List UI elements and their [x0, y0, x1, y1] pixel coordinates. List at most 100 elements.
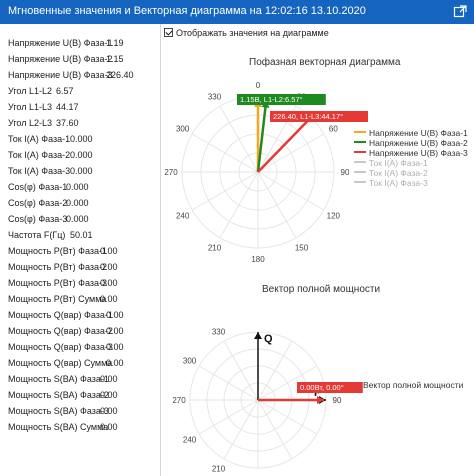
power-value-label-bg: [297, 382, 363, 393]
measurement-label: Мощность S(ВА) Фаза-3: [8, 406, 109, 416]
power-value-label: 0.00Вт, 0.00°: [300, 383, 344, 392]
measurement-row: Мощность Q(вар) Фаза-3 0.00: [8, 342, 124, 352]
measurement-row: Cos(φ) Фаза-1 0.000: [8, 182, 89, 192]
angle-tick-label: 330: [212, 328, 226, 337]
measurement-label: Мощность S(ВА) Фаза-2: [8, 390, 109, 400]
measurement-value: 0.00: [106, 326, 124, 336]
measurement-row: Угол L1-L3 44.17: [8, 102, 79, 112]
legend-label: Ток I(А) Фаза-1: [369, 158, 428, 168]
grid-spoke: [257, 399, 318, 435]
legend-item[interactable]: Напряжение U(В) Фаза-3: [354, 148, 468, 158]
popout-icon[interactable]: [453, 5, 467, 19]
legend-item[interactable]: Ток I(А) Фаза-1: [354, 158, 428, 168]
measurement-row: Напряжение U(В) Фаза-2 1.15: [8, 54, 124, 64]
legend-swatch: [354, 131, 366, 133]
phase2-value-label-bg: [237, 94, 326, 105]
grid-spoke: [223, 340, 259, 401]
measurement-row: Ток I(А) Фаза-2 0.000: [8, 150, 93, 160]
measurement-row: Мощность S(ВА) Сумма 0.00: [8, 422, 118, 432]
window-title: Мгновенные значения и Векторная диаграмм…: [8, 5, 366, 17]
measurement-row: Мощность P(Вт) Фаза-2 0.00: [8, 262, 118, 272]
angle-tick-label: 150: [295, 243, 309, 252]
q-axis-label: Q: [264, 333, 273, 345]
measurement-label: Мощность S(ВА) Фаза-1: [8, 374, 109, 384]
measurement-row: Напряжение U(В) Фаза-3 226.40: [8, 70, 134, 80]
show-values-checkbox-row[interactable]: Отображать значения на диаграмме: [164, 28, 329, 38]
measurement-value: 37.60: [56, 118, 79, 128]
measurement-label: Cos(φ) Фаза-2: [8, 198, 68, 208]
measurement-label: Напряжение U(В) Фаза-1: [8, 38, 113, 48]
panel-divider: [160, 24, 161, 476]
grid-spoke: [257, 399, 293, 460]
measurement-label: Мощность P(Вт) Фаза-3: [8, 278, 107, 288]
measurement-label: Угол L1-L2: [8, 86, 52, 96]
legend-swatch: [354, 181, 366, 183]
legend-item[interactable]: Напряжение U(В) Фаза-2: [354, 138, 468, 148]
angle-tick-label: 240: [176, 212, 190, 221]
legend-swatch: [354, 151, 366, 153]
measurement-value: 1.15: [106, 54, 124, 64]
q-axis-arrow: [254, 332, 262, 400]
measurements-panel: Напряжение U(В) Фаза-1 1.19 Напряжение U(В…: [0, 24, 160, 476]
measurement-label: Ток I(А) Фаза-2: [8, 150, 71, 160]
grid-spoke: [257, 340, 293, 401]
measurement-label: Напряжение U(В) Фаза-3: [8, 70, 113, 80]
phase-diagram-title: Пофазная векторная диаграмма: [249, 57, 401, 68]
measurement-value: 0.00: [106, 342, 124, 352]
legend-label: Вектор полной мощности: [363, 380, 464, 390]
measurement-row: Мощность Q(вар) Фаза-2 0.00: [8, 326, 124, 336]
angle-tick-label: 60: [329, 125, 338, 134]
measurement-row: Cos(φ) Фаза-3 0.000: [8, 214, 89, 224]
legend-swatch: [354, 171, 366, 173]
legend-swatch: [354, 161, 366, 163]
measurement-label: Угол L2-L3: [8, 118, 52, 128]
legend-label: Ток I(А) Фаза-2: [369, 168, 428, 178]
measurement-value: 0.000: [70, 150, 93, 160]
show-values-checkbox[interactable]: [164, 28, 173, 37]
measurement-label: Частота F(Гц): [8, 230, 66, 240]
measurement-value: 0.00: [100, 406, 118, 416]
measurement-value: 1.19: [106, 38, 124, 48]
legend-item[interactable]: Вектор полной мощности: [348, 380, 463, 390]
measurement-row: Частота F(Гц) 50.01: [8, 230, 93, 240]
measurement-label: Мощность Q(вар) Фаза-1: [8, 310, 113, 320]
measurement-label: Угол L1-L3: [8, 102, 52, 112]
measurement-row: Мощность S(ВА) Фаза-1 0.00: [8, 374, 118, 384]
phase3-value-label: 226.40, L1-L3:44.17°: [273, 112, 343, 121]
angle-tick-label: 300: [176, 125, 190, 134]
angle-tick-label: 90: [341, 168, 350, 177]
window-titlebar: Мгновенные значения и Векторная диаграмм…: [0, 0, 474, 24]
measurement-value: 50.01: [70, 230, 93, 240]
angle-tick-label: 210: [208, 243, 222, 252]
measurement-value: 0.000: [66, 214, 89, 224]
legend-item[interactable]: Ток I(А) Фаза-3: [354, 178, 428, 188]
measurement-row: Угол L2-L3 37.60: [8, 118, 79, 128]
legend-item[interactable]: Напряжение U(В) Фаза-1: [354, 128, 468, 138]
measurement-value: 0.00: [100, 278, 118, 288]
grid-spoke: [257, 365, 318, 401]
measurement-value: 0.000: [70, 166, 93, 176]
legend-label: Напряжение U(В) Фаза-2: [369, 138, 468, 148]
grid-spoke: [198, 399, 259, 435]
measurement-value: 0.000: [66, 198, 89, 208]
measurement-value: 0.00: [100, 374, 118, 384]
legend-item[interactable]: Ток I(А) Фаза-2: [354, 168, 428, 178]
grid-spoke: [219, 105, 259, 173]
angle-tick-label: 90: [333, 396, 342, 405]
phase-vector-2-shaft: [256, 100, 268, 173]
legend-swatch: [348, 383, 360, 385]
grid-spoke: [191, 171, 259, 211]
measurement-label: Мощность P(Вт) Сумма: [8, 294, 107, 304]
measurement-label: Мощность P(Вт) Фаза-1: [8, 246, 107, 256]
power-vector-head: [317, 396, 324, 404]
measurement-value: 0.00: [100, 294, 118, 304]
measurement-value: 0.00: [100, 390, 118, 400]
measurement-label: Мощность Q(вар) Фаза-3: [8, 342, 113, 352]
measurement-value: 0.00: [106, 310, 124, 320]
grid-spoke: [257, 171, 325, 211]
phase3-value-label-bg: [270, 111, 368, 122]
measurement-value: 0.000: [70, 134, 93, 144]
angle-tick-label: 270: [172, 396, 186, 405]
measurement-row: Мощность Q(вар) Фаза-1 0.00: [8, 310, 124, 320]
